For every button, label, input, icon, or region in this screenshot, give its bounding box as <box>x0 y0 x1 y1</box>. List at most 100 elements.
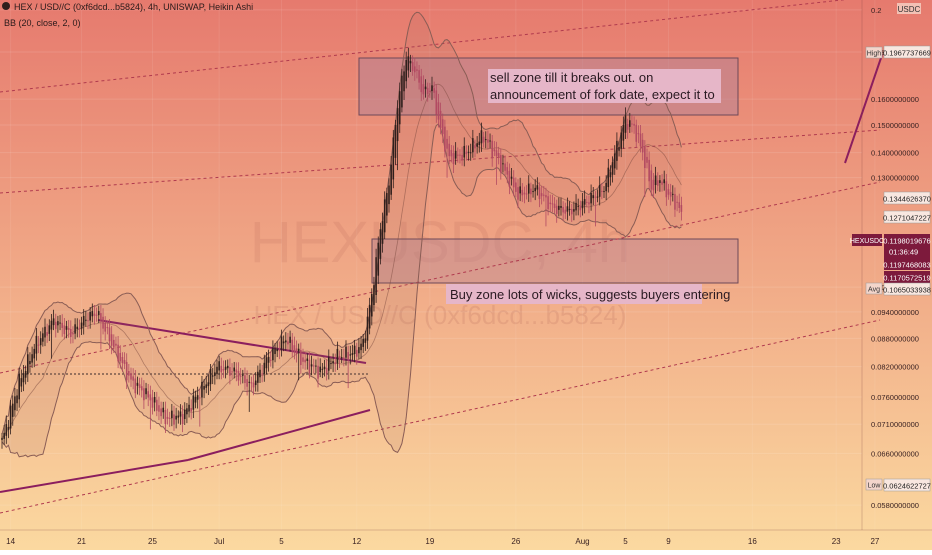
candle-body <box>441 119 444 135</box>
candle-body <box>553 203 556 208</box>
candle-body <box>403 71 405 92</box>
candle-body <box>596 196 599 198</box>
candle-body <box>218 361 220 371</box>
candle-body <box>362 338 364 347</box>
sell-zone-note[interactable]: sell zone till it breaks out. on announc… <box>490 69 722 105</box>
candle-body <box>581 201 584 209</box>
candle-body <box>564 209 567 214</box>
upper-channel-line[interactable] <box>0 0 860 93</box>
candle-body <box>325 367 328 374</box>
candle-body <box>145 388 147 395</box>
buy-zone-note[interactable]: Buy zone lots of wicks, suggests buyers … <box>450 287 730 302</box>
candle-body <box>575 202 577 211</box>
candle-body <box>510 176 513 179</box>
lower-trend-line-right[interactable] <box>187 409 371 461</box>
currency-tag: USDC <box>898 5 921 14</box>
candle-body <box>530 188 532 195</box>
candle-body <box>42 333 44 342</box>
candle-body <box>300 349 302 366</box>
candle-body <box>448 143 450 157</box>
candle-body <box>246 379 248 387</box>
lower-trend-line-left[interactable] <box>0 459 189 493</box>
price-axis[interactable]: 0.20.18000000000.16000000000.15000000000… <box>861 0 921 530</box>
candle-body <box>226 365 229 369</box>
candle-body <box>418 70 420 83</box>
candle-body <box>328 357 330 371</box>
candle-body <box>405 59 407 82</box>
candle-body <box>323 366 326 370</box>
candle-body <box>489 140 491 142</box>
candle-body <box>435 90 438 115</box>
symbol-title[interactable]: HEX / USD//C (0xf6dcd...b5824), 4h, UNIS… <box>14 2 253 12</box>
candle-body <box>24 370 27 378</box>
candle-body <box>338 355 341 360</box>
bb-lower-line <box>1 123 682 458</box>
candle-body <box>147 391 149 398</box>
candle-body <box>504 163 506 171</box>
candle-body <box>654 175 657 186</box>
candle-body <box>70 328 72 337</box>
buy-zone-box[interactable] <box>371 238 739 284</box>
candle-body <box>349 354 352 356</box>
watermark-big: HEXUSDC, 4h <box>250 210 630 275</box>
candle-body <box>113 339 115 348</box>
candle-body <box>590 192 592 204</box>
candle-body <box>480 130 483 144</box>
candle-body <box>158 405 160 412</box>
candle-body <box>237 370 240 381</box>
candle-body <box>650 170 653 190</box>
candle-body <box>214 372 216 377</box>
candle-body <box>173 414 175 425</box>
candle-body <box>257 371 259 383</box>
candle-body <box>203 386 205 390</box>
candle-body <box>644 146 646 169</box>
bottom-channel-line[interactable] <box>0 319 881 514</box>
y-tick-label: 0.0820000000 <box>871 363 919 372</box>
candle-body <box>106 327 109 329</box>
candle-body <box>355 349 358 357</box>
bollinger-bands <box>1 11 682 458</box>
x-tick-label: 5 <box>623 537 628 546</box>
candle-body <box>431 85 433 92</box>
candle-body <box>515 182 517 192</box>
candle-body <box>297 348 300 352</box>
candle-body <box>411 62 414 71</box>
candle-body <box>577 205 579 207</box>
low-tag-bg <box>865 478 883 491</box>
indicator-title[interactable]: BB (20, close, 2, 0) <box>4 18 81 28</box>
candle-body <box>534 187 536 192</box>
lower-channel-line[interactable] <box>0 181 881 374</box>
candle-body <box>336 348 339 364</box>
candle-body <box>310 364 313 367</box>
last-symbol: HEXUSDC <box>850 238 884 245</box>
candle-body <box>398 91 401 125</box>
candle-body <box>293 345 296 352</box>
candle-body <box>138 384 141 389</box>
y-tick-label: 0.2 <box>871 6 881 15</box>
candle-body <box>396 108 399 142</box>
x-tick-label: 12 <box>352 537 361 546</box>
candle-body <box>594 196 597 198</box>
bb-basis-value: 0.1271047227 <box>883 214 931 223</box>
candle-body <box>371 294 373 317</box>
status-dot-icon <box>2 2 10 10</box>
candle-body <box>27 354 29 375</box>
candle-body <box>123 360 126 364</box>
candle-body <box>622 125 625 141</box>
candle-body <box>220 365 223 373</box>
candle-body <box>82 315 85 326</box>
candle-body <box>347 352 349 360</box>
time-axis[interactable]: 14 21 25 Jul 5 12 19 26 Aug 5 9 16 23 27 <box>0 529 932 546</box>
projection-arrow-line[interactable] <box>844 54 883 164</box>
candle-body <box>446 138 448 149</box>
candle-body <box>209 369 212 385</box>
candle-body <box>52 318 55 326</box>
bb-mid2-bg <box>884 258 930 270</box>
candle-body <box>265 357 268 369</box>
candle-body <box>61 322 63 328</box>
candle-body <box>383 199 386 233</box>
candle-body <box>661 181 663 185</box>
candle-body <box>429 90 431 92</box>
y-tick-label: 0.0940000000 <box>871 308 919 317</box>
